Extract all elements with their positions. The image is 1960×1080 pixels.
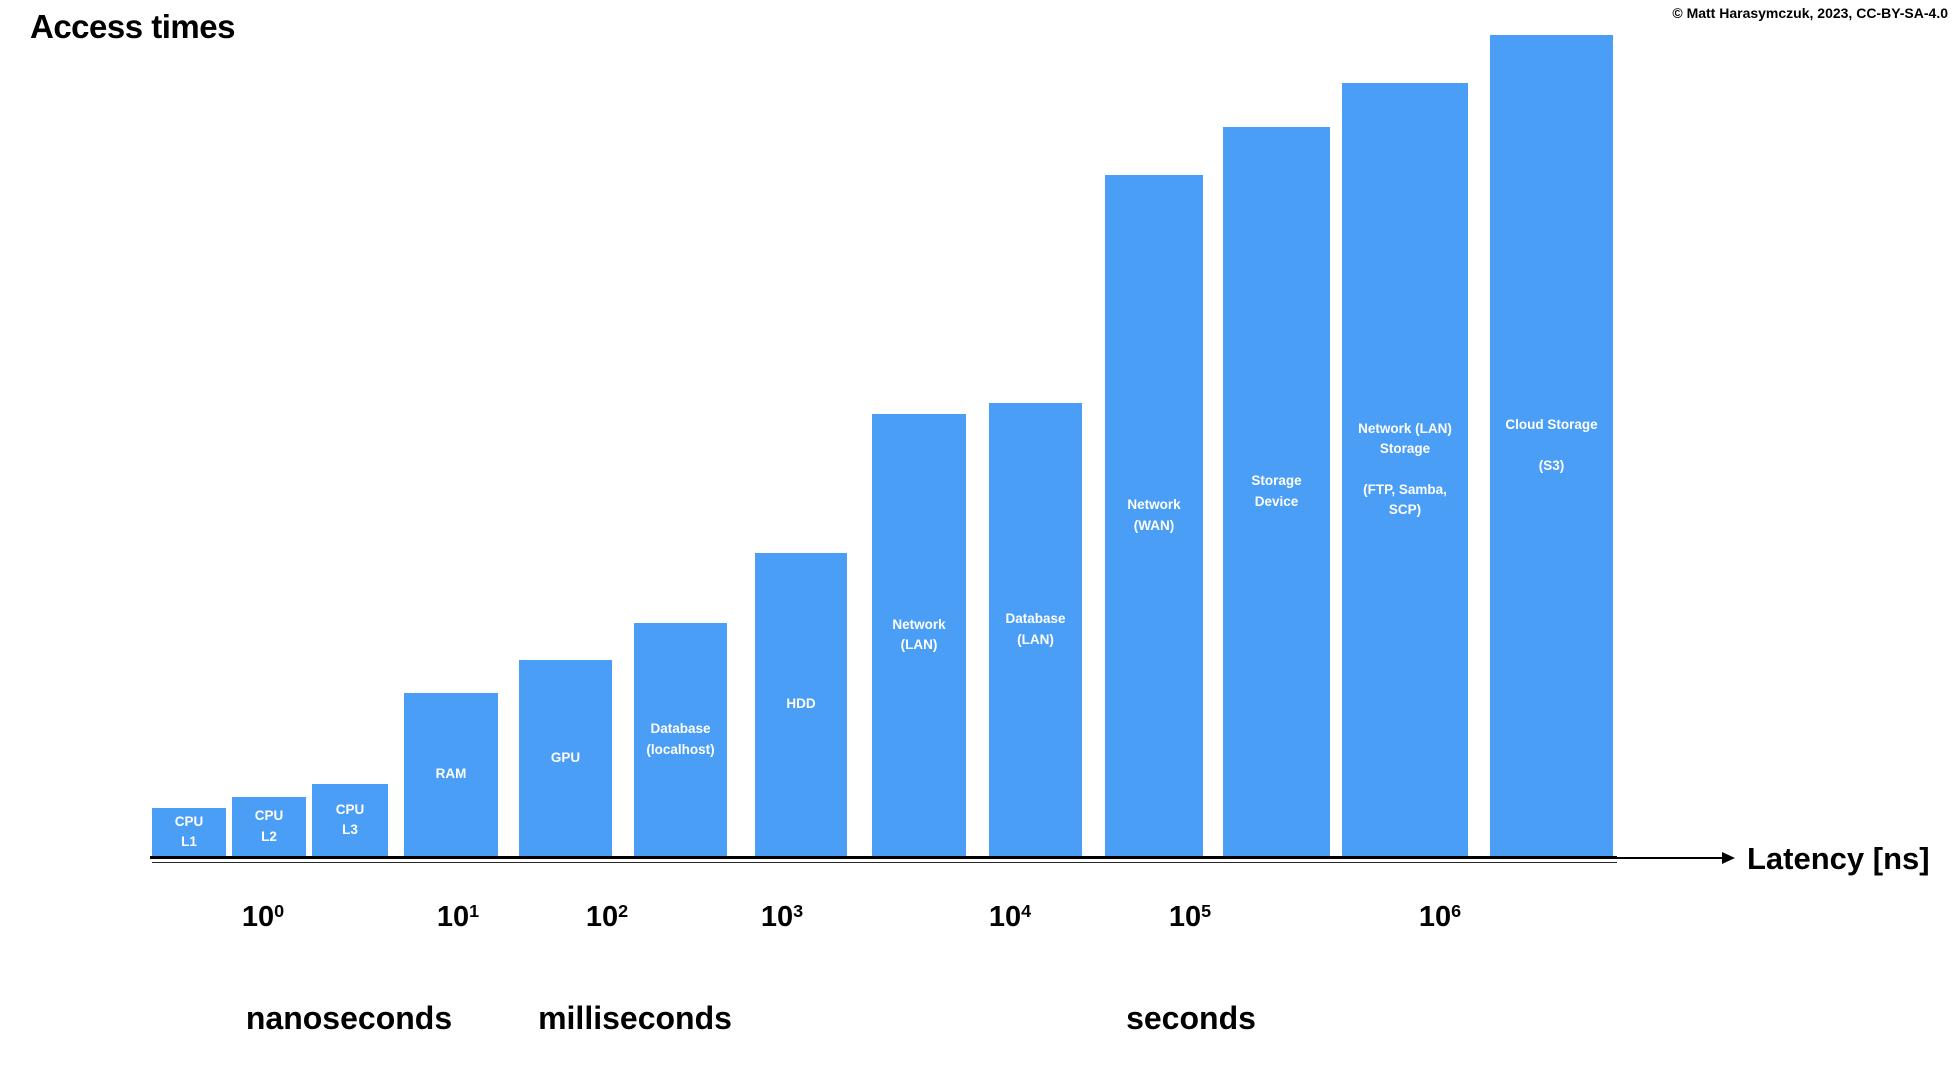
- x-axis-arrowhead-icon: [1722, 852, 1735, 864]
- tick-exponent: 1: [469, 901, 480, 922]
- bar-label-storage-device: Storage Device: [1251, 473, 1302, 509]
- bar-label-cpu-l1: CPU L1: [174, 813, 204, 849]
- tick-exponent: 6: [1451, 901, 1462, 922]
- bar-storage-device: Storage Device: [1223, 127, 1330, 856]
- bar-network-lan: Network (LAN): [872, 414, 966, 856]
- chart-title: Access times: [30, 8, 235, 45]
- x-axis-arrow-line: [1613, 857, 1724, 859]
- bar-label-network-wan: Network (WAN): [1127, 497, 1181, 533]
- bar-network-wan: Network (WAN): [1105, 175, 1203, 856]
- x-tick-10e5: 105: [1168, 901, 1212, 933]
- x-tick-10e1: 101: [436, 901, 480, 933]
- time-scale-label-milliseconds: milliseconds: [538, 1000, 732, 1036]
- bar-label-cloud-storage: Cloud Storage (S3): [1505, 417, 1598, 473]
- bar-label-hdd: HDD: [786, 696, 816, 712]
- time-scale-label-nanoseconds: nanoseconds: [245, 1000, 453, 1036]
- tick-exponent: 3: [793, 901, 804, 922]
- bar-cpu-l1: CPU L1: [152, 808, 226, 856]
- x-axis-line: [150, 856, 1617, 859]
- bar-hdd: HDD: [755, 553, 847, 856]
- bar-cpu-l2: CPU L2: [232, 797, 306, 856]
- x-axis-line-shadow: [152, 862, 1617, 863]
- time-scale-label-seconds: seconds: [1126, 1000, 1256, 1036]
- bar-label-network-lan-storage: Network (LAN) Storage (FTP, Samba, SCP): [1358, 420, 1452, 517]
- bar-label-gpu: GPU: [550, 749, 581, 765]
- bar-ram: RAM: [404, 693, 498, 856]
- tick-base: 10: [241, 901, 275, 933]
- bar-cloud-storage: Cloud Storage (S3): [1490, 35, 1613, 856]
- tick-base: 10: [988, 901, 1022, 933]
- tick-base: 10: [1418, 901, 1452, 933]
- bar-label-database-localhost: Database (localhost): [646, 721, 715, 757]
- tick-base: 10: [1168, 901, 1202, 933]
- copyright-notice: © Matt Harasymczuk, 2023, CC-BY-SA-4.0: [1672, 5, 1948, 21]
- x-axis-label: Latency [ns]: [1747, 841, 1930, 876]
- tick-base: 10: [436, 901, 470, 933]
- bar-label-cpu-l3: CPU L3: [335, 801, 365, 837]
- bar-label-ram: RAM: [435, 766, 467, 782]
- tick-exponent: 5: [1201, 901, 1212, 922]
- x-tick-10e4: 104: [988, 901, 1032, 933]
- x-tick-10e0: 100: [241, 901, 285, 933]
- bar-label-network-lan: Network (LAN): [892, 616, 946, 652]
- tick-base: 10: [760, 901, 794, 933]
- bar-gpu: GPU: [519, 660, 612, 856]
- bar-label-database-lan: Database (LAN): [1005, 611, 1066, 647]
- tick-exponent: 2: [618, 901, 629, 922]
- bar-cpu-l3: CPU L3: [312, 784, 388, 856]
- bar-database-localhost: Database (localhost): [634, 623, 727, 856]
- tick-base: 10: [585, 901, 619, 933]
- x-tick-10e3: 103: [760, 901, 804, 933]
- tick-exponent: 4: [1021, 901, 1032, 922]
- bar-label-cpu-l2: CPU L2: [254, 808, 284, 844]
- x-tick-10e6: 106: [1418, 901, 1462, 933]
- x-tick-10e2: 102: [585, 901, 629, 933]
- bar-database-lan: Database (LAN): [989, 403, 1082, 856]
- tick-exponent: 0: [274, 901, 285, 922]
- bar-network-lan-storage: Network (LAN) Storage (FTP, Samba, SCP): [1342, 83, 1468, 856]
